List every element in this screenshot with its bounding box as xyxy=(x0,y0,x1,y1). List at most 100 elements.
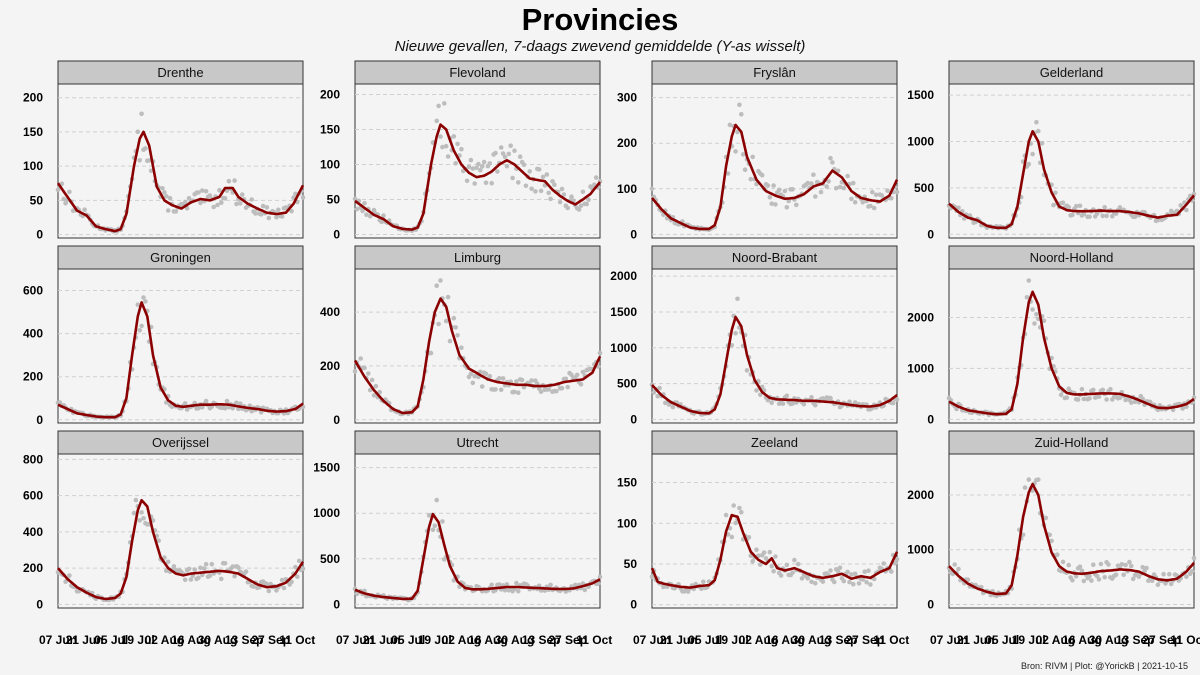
daily-point xyxy=(597,350,603,356)
daily-point xyxy=(502,588,508,593)
panel-frame xyxy=(354,453,601,609)
y-tick-label: 150 xyxy=(617,476,637,490)
daily-point xyxy=(845,569,850,575)
daily-point xyxy=(1026,278,1032,283)
daily-point xyxy=(767,549,773,555)
daily-point xyxy=(516,588,521,594)
daily-point xyxy=(167,195,173,201)
daily-point xyxy=(498,387,504,393)
daily-point xyxy=(521,162,527,167)
daily-point xyxy=(830,160,835,165)
daily-point xyxy=(733,520,738,526)
daily-point xyxy=(232,573,237,579)
y-tick-label: 200 xyxy=(617,136,637,150)
daily-point xyxy=(754,547,759,552)
daily-point xyxy=(860,200,866,205)
daily-point xyxy=(885,188,890,193)
daily-point xyxy=(207,573,213,579)
panel-fryslân: Fryslân 0 100 200 300 xyxy=(617,60,900,241)
panel-title: Noord-Brabant xyxy=(732,250,818,265)
y-tick-label: 50 xyxy=(30,193,44,207)
daily-point xyxy=(873,192,879,198)
daily-point xyxy=(253,211,258,216)
y-tick-label: 200 xyxy=(320,359,340,373)
y-tick-label: 200 xyxy=(320,88,340,102)
daily-point xyxy=(597,574,603,580)
daily-point xyxy=(519,377,525,383)
daily-point xyxy=(1149,578,1155,583)
daily-point xyxy=(1066,204,1071,210)
daily-point xyxy=(1077,564,1083,569)
daily-point xyxy=(300,195,306,200)
daily-point xyxy=(769,201,774,206)
daily-point xyxy=(234,201,239,207)
daily-point xyxy=(580,369,586,375)
daily-point xyxy=(750,154,755,160)
daily-point xyxy=(451,315,457,321)
panel-limburg: Limburg 0 200 400 xyxy=(320,245,603,427)
daily-point xyxy=(479,384,485,389)
daily-point xyxy=(582,587,588,593)
daily-point xyxy=(260,203,266,209)
y-tick-label: 0 xyxy=(630,412,637,426)
daily-point xyxy=(293,564,298,570)
daily-point xyxy=(835,168,841,174)
daily-point xyxy=(82,207,87,212)
daily-point xyxy=(289,208,294,214)
daily-point xyxy=(1066,562,1071,568)
daily-point xyxy=(1055,552,1060,557)
daily-point xyxy=(824,184,829,189)
moving-average-line xyxy=(354,123,602,231)
daily-point xyxy=(366,371,371,376)
daily-point xyxy=(540,174,546,180)
daily-point xyxy=(733,330,738,336)
daily-point xyxy=(1058,392,1064,398)
panel-title: Drenthe xyxy=(157,65,203,80)
daily-point xyxy=(1161,571,1166,577)
daily-point xyxy=(735,296,740,302)
daily-point xyxy=(266,215,272,221)
daily-point xyxy=(514,580,519,586)
x-tick-label: 02 Aug xyxy=(1036,633,1076,647)
daily-point xyxy=(173,209,179,214)
daily-point xyxy=(546,190,551,196)
x-tick-label: 02 Aug xyxy=(145,633,185,647)
y-tick-label: 400 xyxy=(320,305,340,319)
daily-point xyxy=(767,195,773,200)
daily-point xyxy=(289,579,294,585)
daily-point xyxy=(264,581,270,587)
daily-point xyxy=(279,577,285,583)
daily-point xyxy=(538,188,544,194)
daily-point xyxy=(489,180,495,186)
daily-point xyxy=(737,505,742,511)
daily-point xyxy=(517,154,523,159)
x-tick-label: 07 Jun xyxy=(336,633,374,647)
daily-point xyxy=(1094,573,1100,579)
daily-point xyxy=(1024,295,1030,300)
y-tick-label: 2000 xyxy=(907,310,934,324)
daily-point xyxy=(523,183,529,189)
daily-point xyxy=(232,178,237,183)
daily-point xyxy=(222,196,228,201)
daily-point xyxy=(780,401,786,407)
moving-average-line xyxy=(948,482,1195,596)
daily-point xyxy=(182,199,188,205)
y-tick-label: 2000 xyxy=(610,269,637,283)
daily-point xyxy=(133,497,139,503)
x-tick-label: 05 Jul xyxy=(688,633,722,647)
x-tick-label: 13 Sep xyxy=(1116,633,1155,647)
daily-point xyxy=(186,566,192,572)
daily-point xyxy=(274,214,279,220)
daily-point xyxy=(226,178,232,184)
daily-point xyxy=(470,166,476,171)
daily-point xyxy=(358,356,364,361)
daily-point xyxy=(799,576,805,581)
x-tick-label: 07 Jun xyxy=(930,633,968,647)
daily-point xyxy=(506,151,512,157)
daily-point xyxy=(215,202,220,208)
daily-point xyxy=(498,145,504,150)
daily-point xyxy=(754,388,759,393)
daily-point xyxy=(1087,573,1092,579)
